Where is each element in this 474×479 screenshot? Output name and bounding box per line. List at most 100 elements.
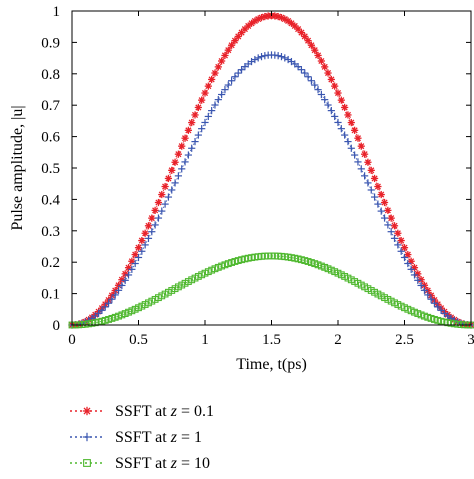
data-point [321, 63, 329, 71]
data-point [317, 57, 325, 65]
legend-item: SSFT at z = 10 [70, 455, 210, 472]
data-point [424, 291, 432, 299]
legend-label: SSFT at z = 1 [115, 429, 202, 446]
data-point [331, 112, 339, 121]
data-point [198, 125, 206, 133]
data-point [257, 53, 266, 61]
legend: SSFT at z = 0.1 SSFT at z = 1 SSFT at z = … [70, 403, 214, 472]
data-point [277, 53, 286, 61]
data-point [367, 166, 375, 174]
legend-marker [83, 459, 91, 467]
data-point [314, 51, 322, 60]
data-point [214, 96, 222, 104]
data-point [141, 229, 149, 237]
y-tick-label: 0.5 [41, 161, 60, 177]
data-point [351, 126, 359, 134]
legend-item: SSFT at z = 1 [70, 429, 202, 446]
data-point [314, 86, 322, 94]
data-point [357, 142, 365, 150]
data-point [194, 131, 202, 139]
data-point [154, 198, 163, 207]
data-point [367, 186, 375, 194]
data-point [384, 221, 392, 229]
data-point [198, 96, 206, 104]
series-2 [68, 51, 474, 329]
y-tick-label: 0.3 [41, 224, 60, 240]
x-tick-label: 2 [334, 332, 342, 348]
y-tick-label: 0.4 [41, 192, 60, 208]
data-point [178, 165, 186, 173]
data-point [281, 54, 289, 62]
data-point [171, 158, 179, 166]
data-point [377, 190, 385, 199]
legend-marker [82, 406, 92, 416]
y-tick-label: 1 [53, 4, 61, 20]
y-tick-label: 0.8 [41, 67, 60, 83]
data-point [174, 172, 182, 180]
data-point [144, 222, 153, 230]
data-point [174, 150, 182, 158]
data-point [134, 253, 143, 262]
data-point [221, 51, 229, 60]
data-point [121, 270, 129, 278]
data-point [324, 69, 332, 77]
data-point [114, 286, 123, 294]
data-point [251, 55, 259, 64]
data-point [354, 134, 362, 142]
x-axis-label: Time, t(ps) [236, 356, 307, 373]
data-point [161, 200, 169, 208]
data-point [201, 89, 209, 97]
data-point [364, 158, 372, 166]
data-point [171, 179, 179, 187]
plot-marks [68, 12, 474, 329]
data-point [241, 25, 249, 33]
data-point [404, 259, 412, 268]
data-point [108, 295, 116, 303]
data-point [410, 264, 419, 272]
data-point [211, 101, 219, 109]
x-tick-label: 1 [201, 332, 209, 348]
data-point [370, 193, 379, 201]
data-point [161, 182, 169, 191]
data-point [361, 150, 369, 158]
data-point [327, 75, 335, 84]
x-tick-label: 0.5 [129, 332, 148, 348]
axis-ticks: 0 0.5 1 1.5 2 2.5 3 0 0.1 0.2 0.3 0.4 0.5 0.6 0.7 0.8 0.… [41, 4, 474, 348]
data-point [377, 207, 385, 215]
x-tick-label: 3 [467, 332, 474, 348]
data-point [374, 200, 382, 208]
data-point [434, 303, 442, 311]
data-point [221, 86, 229, 94]
x-tick-label: 1.5 [262, 332, 281, 348]
data-point [414, 270, 422, 278]
data-point [430, 299, 439, 307]
data-point [124, 271, 133, 279]
data-point [341, 131, 349, 139]
data-point [410, 271, 419, 279]
data-point [231, 37, 239, 45]
data-point [347, 144, 355, 152]
data-point [95, 309, 103, 317]
data-point [344, 111, 352, 119]
legend-label: SSFT at z = 10 [115, 455, 210, 472]
data-point [208, 107, 216, 115]
data-point [204, 82, 212, 90]
data-point [141, 241, 149, 249]
y-tick-label: 0.9 [41, 35, 60, 51]
data-point [351, 151, 359, 159]
data-point [184, 151, 192, 159]
data-point [237, 66, 246, 74]
data-point [324, 101, 332, 109]
data-point [254, 54, 262, 62]
data-point [208, 75, 216, 84]
y-tick-label: 0 [53, 318, 61, 334]
data-point [301, 69, 309, 77]
data-point [131, 259, 139, 268]
data-point [188, 144, 196, 152]
data-point [364, 179, 372, 187]
data-point [101, 303, 109, 311]
data-point [370, 174, 379, 183]
data-point [168, 186, 176, 194]
data-point [400, 253, 409, 262]
data-point [394, 241, 402, 249]
